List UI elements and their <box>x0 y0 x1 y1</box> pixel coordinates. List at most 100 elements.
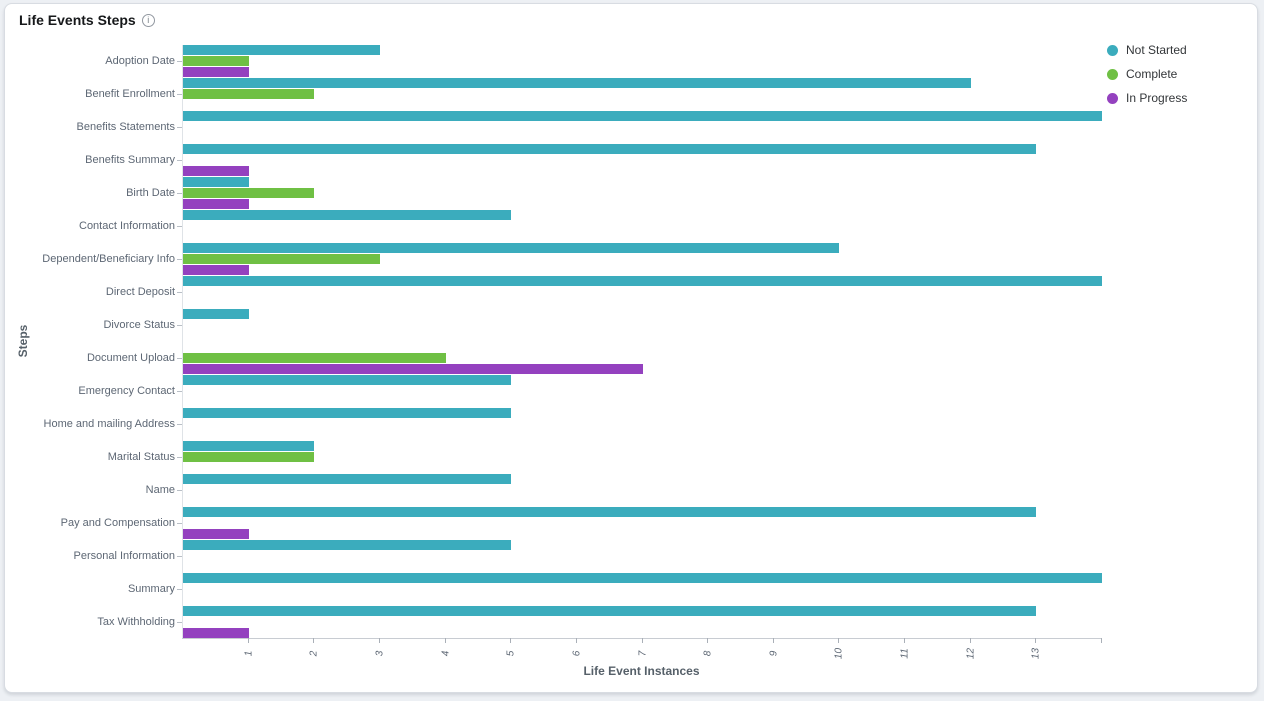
bar-not-started[interactable] <box>183 210 512 221</box>
x-tick <box>247 638 249 643</box>
y-tick <box>177 292 182 294</box>
y-tick <box>177 390 182 392</box>
y-category-label: Contact Information <box>79 220 175 233</box>
y-axis-line <box>182 45 183 638</box>
bar-complete[interactable] <box>183 352 446 363</box>
bar-in-progress[interactable] <box>183 265 249 276</box>
legend-marker-icon <box>1107 44 1118 56</box>
bar-not-started[interactable] <box>183 309 249 320</box>
bar-not-started[interactable] <box>183 440 315 451</box>
card-header: Life Events Steps i <box>19 12 155 28</box>
y-category-label: Document Upload <box>86 351 175 364</box>
y-category-label: Adoption Date <box>105 55 175 68</box>
x-tick <box>772 638 774 643</box>
bar-in-progress[interactable] <box>183 199 249 210</box>
x-tick <box>575 638 577 643</box>
bar-not-started[interactable] <box>183 78 971 89</box>
bar-not-started[interactable] <box>183 572 1102 583</box>
bar-in-progress[interactable] <box>183 67 249 78</box>
card-title: Life Events Steps <box>19 12 136 28</box>
bar-not-started[interactable] <box>183 374 512 385</box>
y-category-label: Divorce Status <box>103 319 175 332</box>
x-tick-label: 6 <box>571 650 583 657</box>
y-category-label: Emergency Contact <box>78 384 175 397</box>
x-tick-label: 2 <box>308 650 320 657</box>
y-category-label: Tax Withholding <box>97 615 175 628</box>
y-category-label: Birth Date <box>126 187 175 200</box>
x-tick-label: 12 <box>965 647 977 660</box>
x-tick-label: 4 <box>440 650 452 657</box>
x-tick <box>641 638 643 643</box>
x-tick <box>1035 638 1037 643</box>
x-tick <box>969 638 971 643</box>
y-category-label: Dependent/Beneficiary Info <box>42 253 175 266</box>
x-tick-label: 11 <box>899 648 911 659</box>
bar-not-started[interactable] <box>183 243 840 254</box>
x-tick <box>313 638 315 643</box>
y-tick <box>177 325 182 327</box>
y-tick <box>177 160 182 162</box>
x-axis-end-tick <box>1101 638 1102 643</box>
y-tick <box>177 61 182 63</box>
y-category-label: Benefit Enrollment <box>85 88 175 101</box>
legend-label: Not Started <box>1126 43 1187 57</box>
x-tick <box>378 638 380 643</box>
bar-not-started[interactable] <box>183 276 1102 287</box>
bar-not-started[interactable] <box>183 407 512 418</box>
y-tick <box>177 94 182 96</box>
bar-not-started[interactable] <box>183 539 512 550</box>
legend-item-not-started[interactable]: Not Started <box>1107 38 1187 62</box>
y-tick <box>177 588 182 590</box>
y-category-label: Marital Status <box>107 450 175 463</box>
x-tick <box>444 638 446 643</box>
x-tick-label: 13 <box>1030 647 1042 660</box>
legend: Not Started Complete In Progress <box>1107 38 1187 110</box>
legend-item-in-progress[interactable]: In Progress <box>1107 86 1187 110</box>
bar-complete[interactable] <box>183 254 380 265</box>
bar-complete[interactable] <box>183 56 249 67</box>
y-tick <box>177 489 182 491</box>
bar-not-started[interactable] <box>183 473 512 484</box>
y-category-label: Direct Deposit <box>105 286 175 299</box>
bar-not-started[interactable] <box>183 111 1102 122</box>
x-tick-label: 10 <box>833 647 845 660</box>
bar-in-progress[interactable] <box>183 363 643 374</box>
x-tick-label: 5 <box>505 650 517 657</box>
y-category-label: Home and mailing Address <box>43 417 175 430</box>
x-tick-label: 3 <box>374 650 386 657</box>
x-tick <box>510 638 512 643</box>
x-axis-title: Life Event Instances <box>583 664 700 678</box>
legend-marker-icon <box>1107 68 1118 80</box>
y-tick <box>177 226 182 228</box>
y-tick <box>177 423 182 425</box>
bar-complete[interactable] <box>183 89 315 100</box>
y-tick <box>177 621 182 623</box>
bar-complete[interactable] <box>183 188 315 199</box>
y-tick <box>177 127 182 129</box>
x-tick <box>904 638 906 643</box>
bar-complete[interactable] <box>183 451 315 462</box>
bar-in-progress[interactable] <box>183 528 249 539</box>
y-tick <box>177 193 182 195</box>
x-tick <box>707 638 709 643</box>
y-tick <box>177 522 182 524</box>
legend-label: Complete <box>1126 67 1178 81</box>
bar-not-started[interactable] <box>183 45 380 56</box>
bar-in-progress[interactable] <box>183 627 249 638</box>
bar-not-started[interactable] <box>183 506 1037 517</box>
y-category-label: Name <box>145 483 175 496</box>
x-tick <box>838 638 840 643</box>
legend-marker-icon <box>1107 92 1118 104</box>
life-events-steps-card: Life Events Steps i Life Event Instances… <box>4 3 1258 693</box>
legend-item-complete[interactable]: Complete <box>1107 62 1187 86</box>
bar-not-started[interactable] <box>183 177 249 188</box>
bar-in-progress[interactable] <box>183 166 249 177</box>
y-category-label: Summary <box>127 582 175 595</box>
y-axis-title: Steps <box>16 324 30 357</box>
bar-not-started[interactable] <box>183 605 1037 616</box>
legend-label: In Progress <box>1126 91 1188 105</box>
x-tick-label: 7 <box>637 650 648 657</box>
info-icon[interactable]: i <box>141 13 155 27</box>
bar-not-started[interactable] <box>183 144 1037 155</box>
